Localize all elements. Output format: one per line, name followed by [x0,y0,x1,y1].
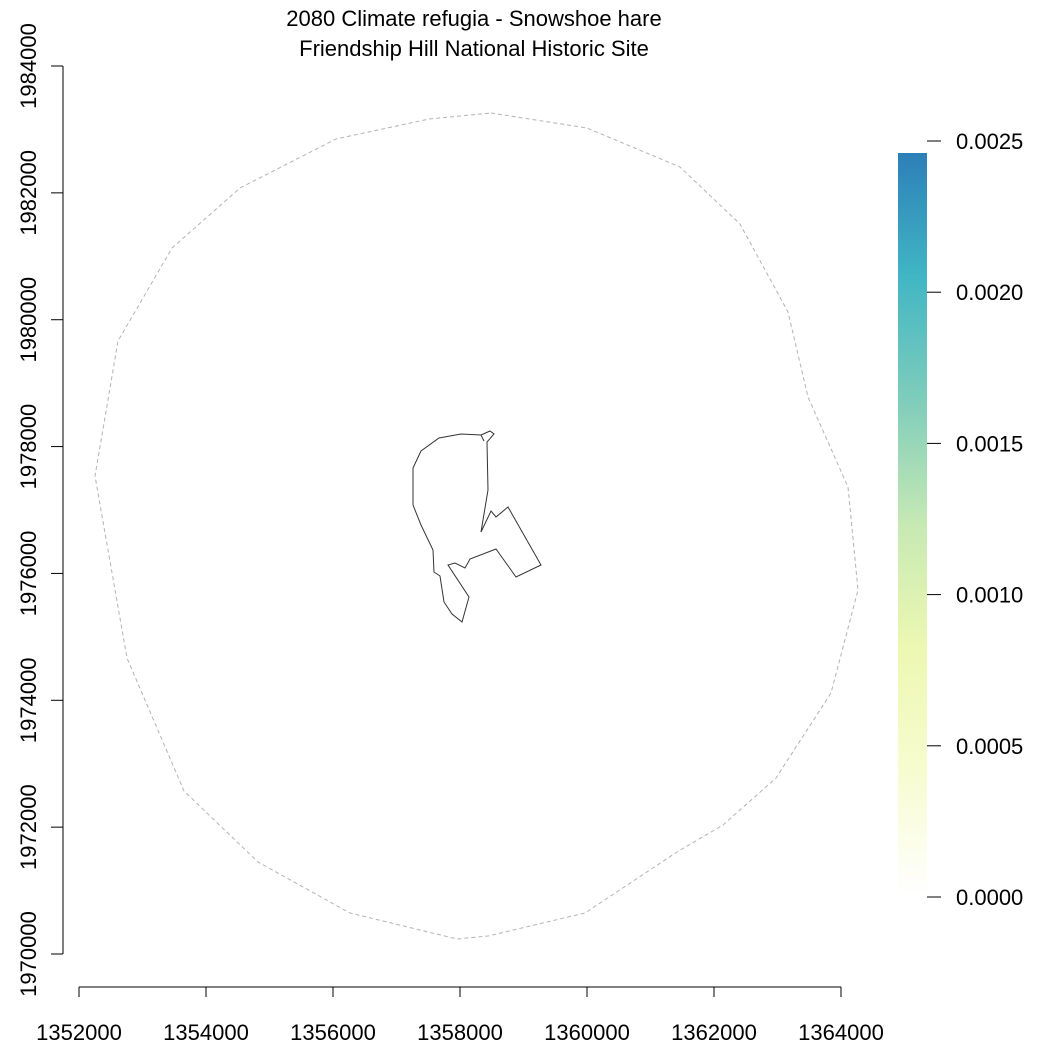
legend-tick-label: 0.0000 [956,885,1023,910]
x-tick-label: 1364000 [798,1020,884,1045]
y-tick-label: 1972000 [16,784,41,870]
x-tick-label: 1362000 [671,1020,757,1045]
y-tick-label: 1978000 [16,404,41,490]
legend-tick-label: 0.0010 [956,583,1023,608]
y-tick-label: 1984000 [16,23,41,109]
y-axis-ticks: 1970000 1972000 1974000 1976000 1978000 19800… [16,23,63,997]
legend-tick-label: 0.0015 [956,431,1023,456]
x-tick-label: 1360000 [544,1020,630,1045]
y-tick-label: 1974000 [16,657,41,743]
x-axis-ticks: 1352000 1354000 1356000 1358000 1360000 13620… [36,987,884,1045]
map-title-line2: Friendship Hill National Historic Site [299,36,649,61]
legend-ticks: 0.0000 0.0005 0.0010 0.0015 0.0020 0.0025 [927,129,1023,910]
y-tick-label: 1982000 [16,150,41,236]
legend-tick-label: 0.0020 [956,280,1023,305]
park-boundary [412,430,542,623]
legend-color-bar [898,153,927,897]
x-tick-label: 1354000 [163,1020,249,1045]
y-tick-label: 1980000 [16,277,41,363]
x-tick-label: 1352000 [36,1020,122,1045]
y-tick-label: 1970000 [16,911,41,997]
map-title-line1: 2080 Climate refugia - Snowshoe hare [286,6,661,31]
x-tick-label: 1356000 [290,1020,376,1045]
y-tick-label: 1976000 [16,531,41,617]
x-tick-label: 1358000 [417,1020,503,1045]
legend-tick-label: 0.0025 [956,129,1023,154]
buffer-boundary [94,112,859,940]
legend-tick-label: 0.0005 [956,734,1023,759]
